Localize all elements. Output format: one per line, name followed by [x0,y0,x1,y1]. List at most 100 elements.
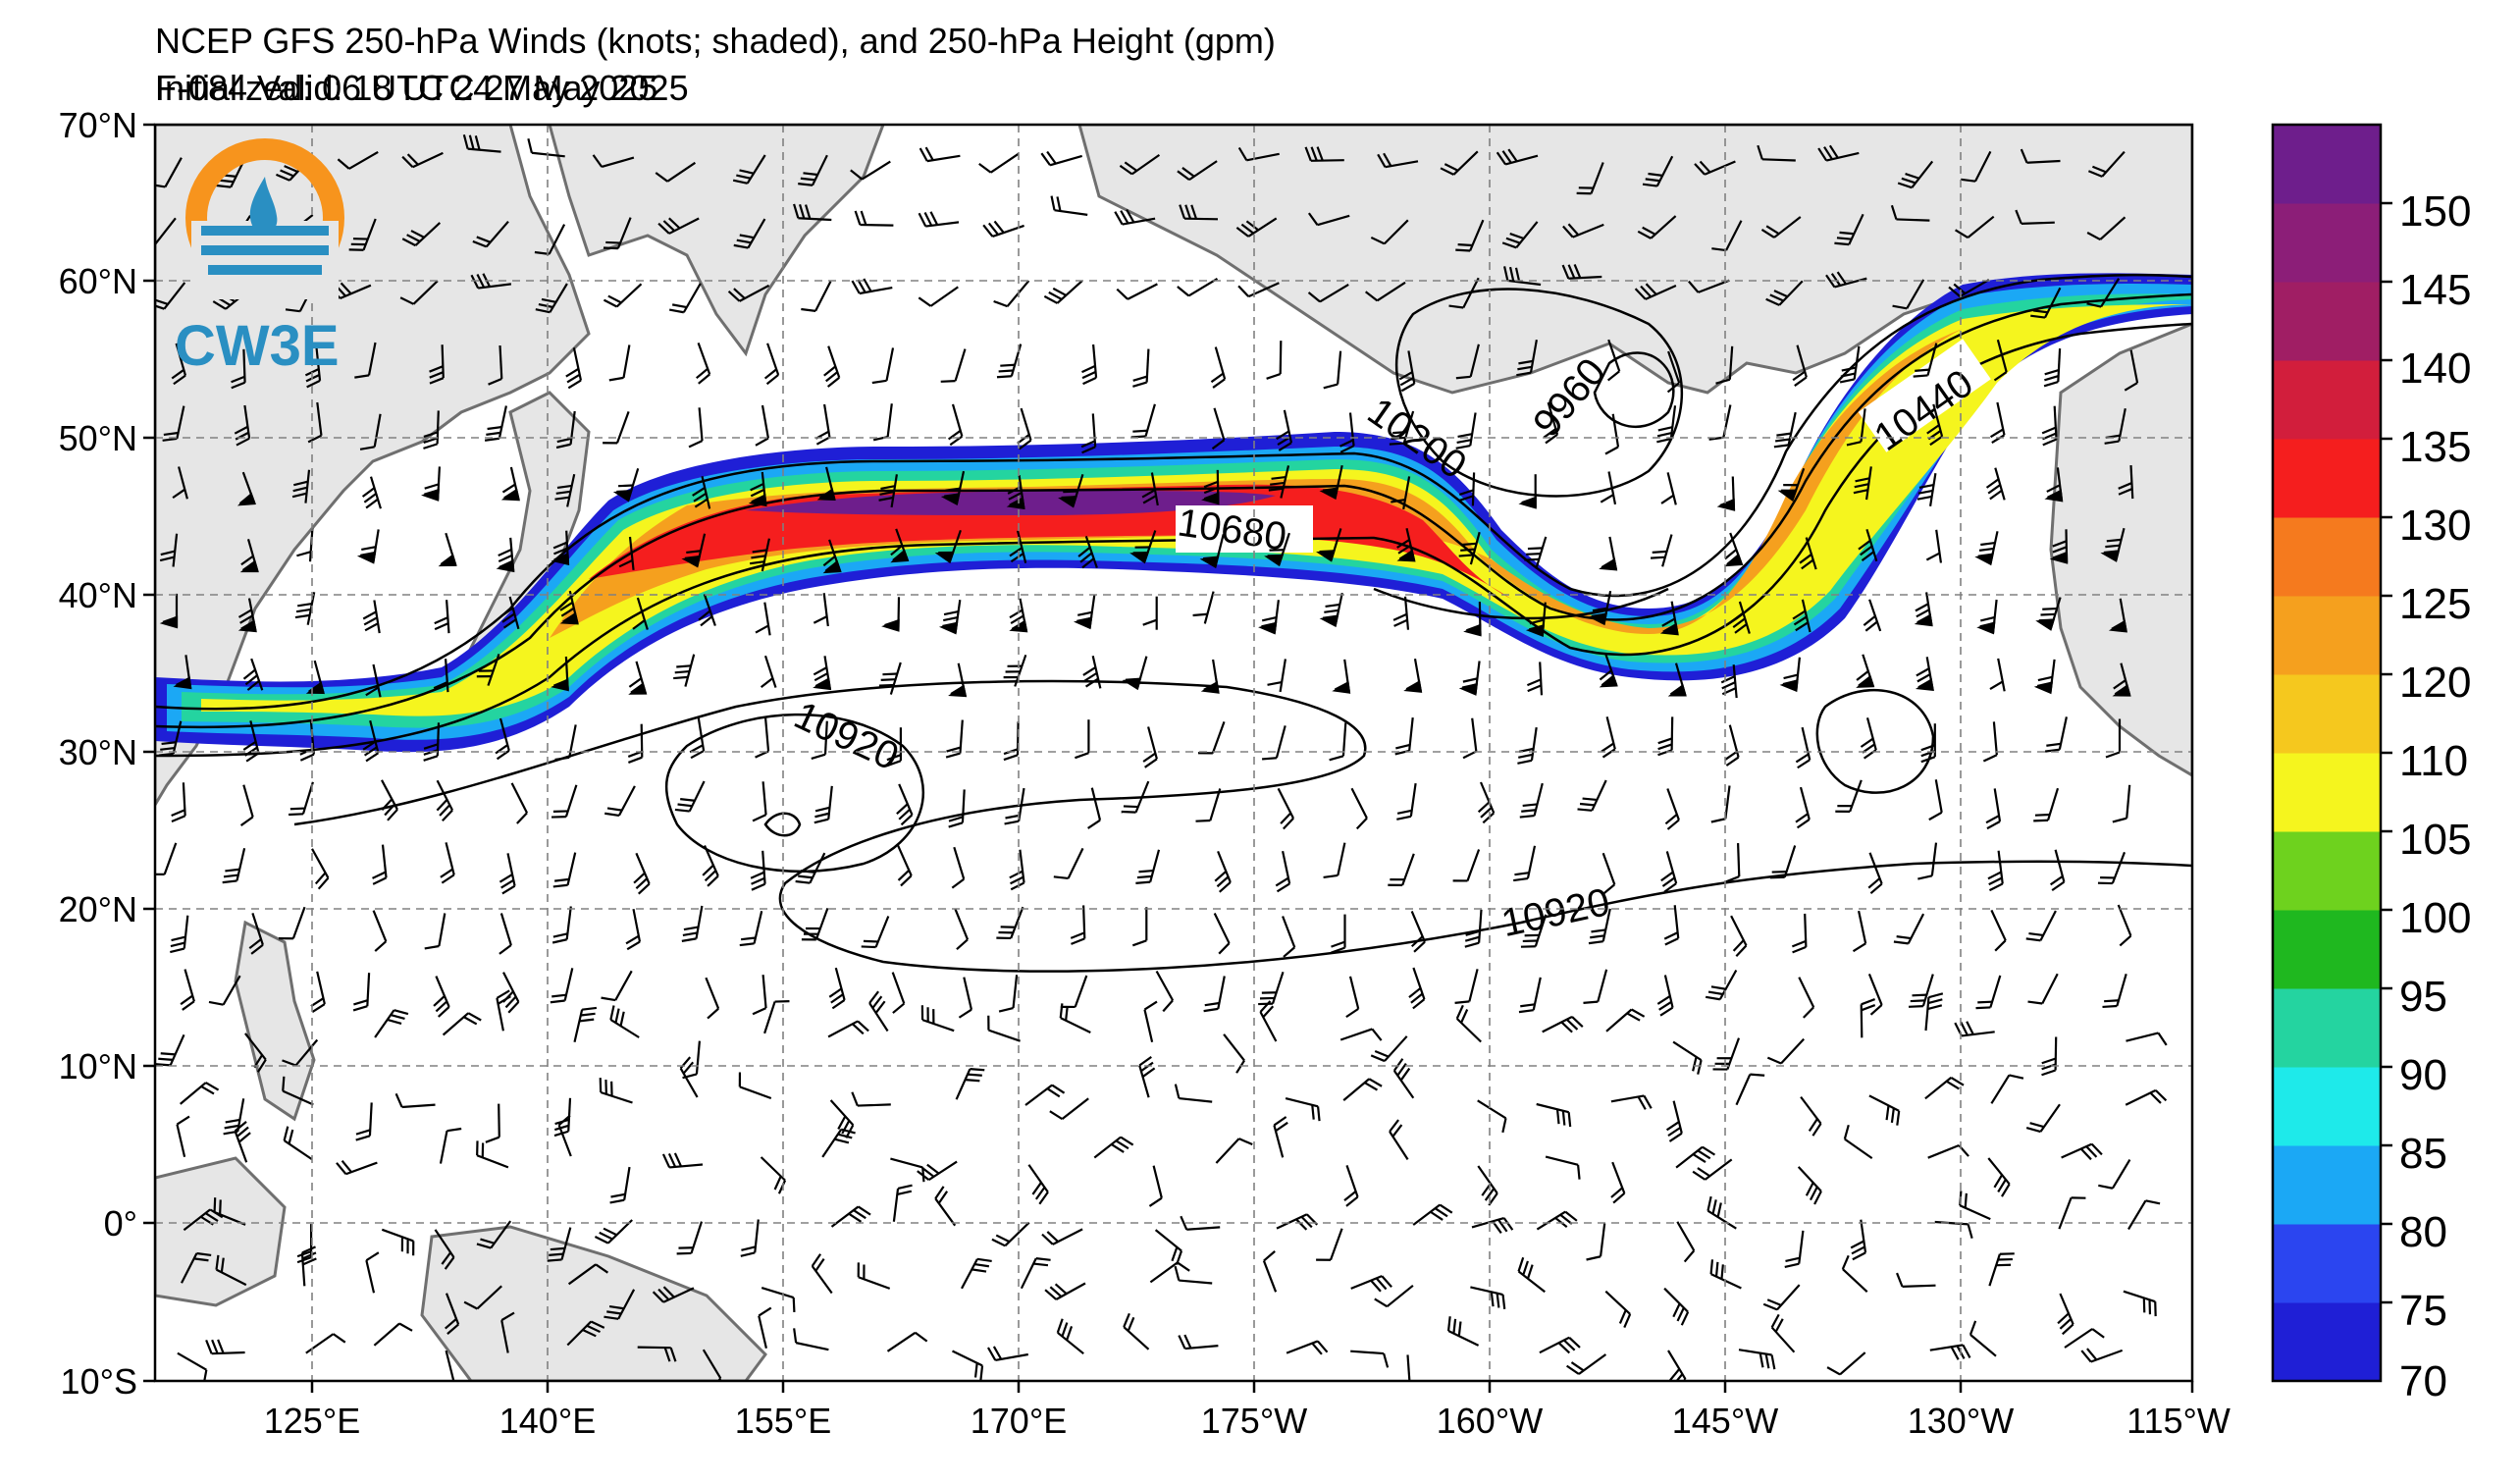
wind-barb [1711,220,1743,252]
wind-barb [1258,600,1280,635]
wind-barb [948,662,968,698]
colorbar-swatch [2273,360,2381,440]
wind-barb [851,1091,891,1107]
wind-barb [727,284,770,302]
wind-barb [155,1033,185,1067]
wind-barb [1080,413,1097,454]
wind-barb [1518,977,1542,1014]
wind-barb [1329,722,1347,762]
wind-barb [310,971,326,1013]
wind-barb [1694,160,1736,176]
wind-barb [1665,1100,1683,1142]
wind-barb [1817,144,1860,162]
wind-barb [1914,592,1933,627]
wind-barb [868,990,889,1033]
wind-barb [1267,659,1286,693]
wind-barb [918,286,959,307]
colorbar-swatch [2273,1224,2381,1303]
colorbar-swatch [2273,1145,2381,1225]
wind-barb [917,1160,958,1182]
wind-barb [801,908,829,941]
wind-barb [1852,910,1867,953]
wind-barb [1223,1033,1245,1074]
wind-barb [1709,1259,1742,1290]
wind-barb [934,1186,957,1227]
wind-barb [1666,350,1681,394]
wind-barb [171,343,187,386]
wind-barb [668,283,702,314]
lon-label: 125°E [264,1401,360,1441]
contour-label-bg [1858,339,1991,452]
wind-barb [1073,594,1096,630]
wind-barb [1896,1272,1936,1288]
wind-barb [793,1328,829,1351]
wind-barb [1536,1102,1572,1128]
wind-barb [1724,532,1744,567]
wind-barb [557,1114,572,1157]
wind-barb [1856,654,1875,688]
wind-barb [1093,1136,1134,1159]
wind-barb [1773,411,1797,449]
wind-barb [1969,1320,1997,1357]
contour-line [763,812,802,837]
wind-barb [1408,967,1426,1010]
wind-barb [604,785,636,818]
lat-label: 40°N [59,575,137,615]
wind-barb [1760,216,1802,238]
wind-barb [1513,845,1537,882]
wind-barb [496,989,511,1032]
wind-barb [1660,851,1678,893]
wind-barb [463,1285,502,1310]
wind-barb [1203,976,1226,1013]
wind-barb [1705,969,1738,1001]
wind-barb [1519,782,1544,819]
wind-barb [1738,1349,1776,1370]
wind-barb [237,598,257,633]
wind-barb [495,717,510,761]
wind-barb [356,529,380,564]
wind-barb [813,656,832,691]
wind-barb [1056,1318,1084,1355]
wind-barb [2108,598,2127,633]
wind-barb [1116,283,1158,300]
wind-barb [1516,340,1538,377]
wind-barb [1982,721,1998,763]
wind-barb [1142,726,1158,768]
wind-barb [1863,599,1882,632]
wind-barb [155,842,178,875]
wind-barb [1539,1336,1581,1354]
wind-barb [365,663,382,698]
wind-barb [961,1257,992,1290]
colorbar-label: 110 [2399,737,2468,785]
wind-barb [1350,1350,1390,1368]
wind-barb [300,1245,317,1287]
wind-barb [1656,405,1677,444]
wind-barb [681,533,707,568]
wind-barb [352,973,371,1012]
wind-barb [1455,219,1485,252]
wind-barb [1524,536,1548,569]
wind-barb [1657,716,1674,757]
wind-barb [998,975,1019,1013]
wind-barb [421,466,441,502]
wind-barb [1929,1344,1971,1360]
wind-barb [359,413,382,450]
wind-barb [1003,654,1027,687]
wind-barb [609,1166,631,1204]
wind-barb [1458,661,1481,696]
wind-barb [1264,532,1290,567]
colorbar-swatch [2273,282,2381,361]
colorbar-label: 105 [2399,816,2471,864]
wind-barb [1917,842,1938,880]
wind-barb [628,661,648,695]
wind-barb [2025,910,2057,942]
wind-barb [692,475,711,509]
wind-barb [1020,1257,1051,1290]
wind-barb [1893,913,1925,945]
wind-barb [652,1286,695,1303]
contour-label-bg [1176,505,1313,553]
wind-barb [1543,401,1559,445]
wind-barb [1985,788,2002,830]
wind-barb [1343,1165,1359,1207]
wind-barb [1024,1084,1066,1106]
